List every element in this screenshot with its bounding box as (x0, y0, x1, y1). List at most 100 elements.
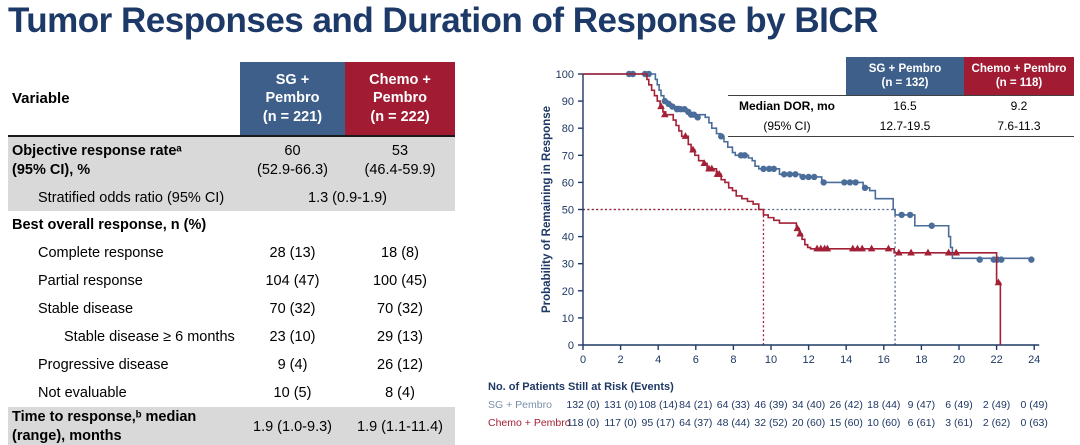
column-header-chemo-pembro: Chemo + Pembro (n = 222) (345, 62, 455, 136)
censor-triangle-marker (689, 145, 697, 153)
risk-value: 118 (0) (566, 417, 600, 429)
x-tick-label: 2 (618, 354, 624, 366)
censor-circle-marker (811, 173, 818, 181)
x-tick-label: 8 (730, 354, 736, 366)
censor-triangle-marker (657, 102, 665, 110)
y-tick-label: 80 (562, 123, 574, 135)
censor-triangle-marker (907, 248, 915, 256)
censor-triangle-marker (924, 248, 932, 256)
inset-row-label: (95% CI) (728, 116, 846, 137)
risk-value: 46 (39) (754, 399, 788, 411)
inset-row-median-dor: Median DOR, mo 16.5 9.2 (728, 96, 1074, 117)
censor-triangle-marker (858, 244, 866, 252)
risk-value: 6 (61) (907, 417, 936, 429)
row-label: Partial response (38, 273, 143, 289)
y-tick-label: 30 (562, 259, 574, 271)
risk-row-label: Chemo + Pembro (488, 417, 571, 429)
censor-triangle-marker (823, 244, 832, 252)
row-value-sg: 9 (4) (277, 357, 308, 373)
row-label: Stable disease (38, 301, 134, 317)
page-title: Tumor Responses and Duration of Response… (8, 1, 878, 40)
censor-circle-marker (741, 152, 748, 159)
censor-triangle-marker (700, 159, 709, 167)
row-label: Objective response rateᵃ (95% CI), % (12, 143, 182, 178)
row-value-chemo: 1.9 (1.1-11.4) (357, 418, 443, 435)
risk-value: 117 (0) (604, 417, 637, 429)
risk-value: 48 (44) (716, 417, 751, 429)
y-tick-label: 40 (562, 232, 574, 244)
censor-circle-marker (820, 179, 827, 186)
censor-circle-marker (898, 211, 905, 219)
censor-triangle-marker (867, 244, 876, 252)
row-value-sg: 10 (5) (273, 385, 312, 401)
x-tick-label: 4 (655, 354, 661, 366)
censor-triangle-marker (895, 248, 903, 256)
y-axis-title: Probability of Remaining in Response (541, 106, 553, 313)
inset-row-95ci: (95% CI) 12.7-19.5 7.6-11.3 (728, 116, 1074, 137)
inset-value-sg: 16.5 (893, 99, 917, 113)
censor-circle-marker (765, 165, 773, 173)
risk-value: 64 (37) (679, 417, 713, 429)
censor-circle-marker (841, 179, 848, 186)
risk-value: 9 (47) (907, 399, 936, 411)
row-label: Best overall response, n (%) (12, 217, 207, 233)
row-value-chemo: 18 (8) (381, 245, 419, 261)
dor-km-chart: 0 10 20 30 40 50 60 70 80 90 100 0 2 4 6 8 10 12 14 16 18 20 2… (486, 55, 1080, 445)
x-tick-label: 6 (693, 354, 699, 366)
censor-triangle-marker (793, 224, 802, 232)
x-tick-label: 18 (915, 354, 927, 366)
risk-value: 6 (49) (945, 399, 973, 411)
censor-triangle-marker (952, 248, 960, 256)
row-objective-response-rate: Objective response rateᵃ (95% CI), % 60 … (8, 136, 455, 185)
risk-value: 2 (62) (982, 417, 1011, 429)
row-not-evaluable: Not evaluable 10 (5) 8 (4) (8, 379, 455, 407)
inset-empty-cell (728, 57, 846, 96)
censor-triangle-marker (707, 164, 716, 172)
inset-row-label: Median DOR, mo (738, 99, 835, 113)
censor-triangle-marker (715, 170, 724, 177)
risk-value: 15 (60) (829, 417, 863, 429)
risk-value: 34 (40) (791, 399, 826, 411)
censor-circle-marker (717, 133, 725, 140)
row-value-chemo: 53 (46.4-59.9) (364, 143, 436, 178)
row-value-sg: 60 (52.9-66.3) (257, 143, 328, 178)
censor-circle-marker (852, 179, 859, 186)
inset-value-chemo: 9.2 (1010, 99, 1028, 113)
x-tick-label: 14 (840, 354, 852, 366)
risk-value: 0 (63) (1020, 417, 1048, 429)
row-value-chemo: 26 (12) (377, 357, 423, 373)
row-label: Stable disease ≥ 6 months (64, 329, 235, 345)
risk-value: 2 (49) (982, 399, 1011, 411)
risk-row: SG + Pembro 132 (0) 131 (0) 108 (14) 84 (21)… (488, 397, 1080, 415)
risk-value: 131 (0) (603, 399, 638, 411)
risk-rows: SG + Pembro 132 (0) 131 (0) 108 (14) 84 (21)… (488, 397, 1080, 433)
row-value-sg: 70 (32) (269, 301, 316, 317)
x-tick-label: 0 (580, 354, 586, 366)
inset-header-row: SG + Pembro (n = 132) Chemo + Pembro (n … (728, 57, 1074, 96)
row-value-chemo: 29 (13) (377, 329, 423, 345)
risk-table-title: No. of Patients Still at Risk (Events) (488, 381, 674, 393)
row-label: Stratified odds ratio (95% CI) (38, 190, 225, 206)
inset-header-chemo-pembro: Chemo + Pembro (n = 118) (964, 57, 1074, 96)
patients-at-risk-table: No. of Patients Still at Risk (Events) S… (488, 381, 1080, 433)
x-tick-label: 22 (990, 354, 1002, 366)
x-tick-label: 24 (1028, 354, 1040, 366)
censor-triangle-marker (884, 244, 893, 252)
y-tick-label: 100 (556, 69, 574, 81)
censor-circle-marker (792, 171, 799, 178)
censor-circle-marker (694, 114, 701, 121)
censor-circle-marker (770, 165, 778, 173)
censor-circle-marker (669, 103, 676, 110)
risk-value: 0 (49) (1020, 399, 1048, 411)
y-tick-label: 0 (568, 340, 574, 352)
row-value-sg: 1.9 (1.0-9.3) (253, 418, 332, 435)
row-complete-response: Complete response 28 (13) 18 (8) (8, 239, 455, 267)
risk-row-label: SG + Pembro (488, 399, 552, 411)
censor-triangle-marker (944, 248, 953, 256)
risk-row: Chemo + Pembro 118 (0) 117 (0) 95 (17) 64 (3… (488, 415, 1080, 433)
row-value-chemo: 100 (45) (372, 273, 427, 289)
x-tick-label: 12 (802, 354, 814, 366)
censor-circle-marker (906, 211, 914, 219)
risk-value: 84 (21) (679, 399, 713, 411)
censor-circle-marker (799, 173, 807, 181)
